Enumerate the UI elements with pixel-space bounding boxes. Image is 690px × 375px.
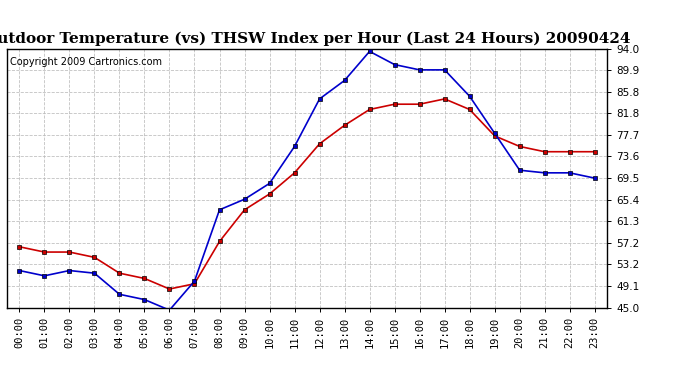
Title: Outdoor Temperature (vs) THSW Index per Hour (Last 24 Hours) 20090424: Outdoor Temperature (vs) THSW Index per … — [0, 32, 630, 46]
Text: Copyright 2009 Cartronics.com: Copyright 2009 Cartronics.com — [10, 57, 162, 66]
